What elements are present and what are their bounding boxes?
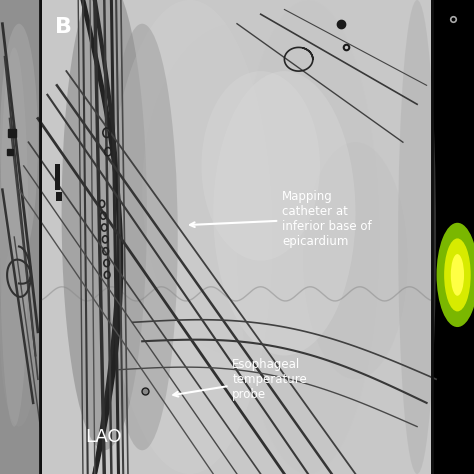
Bar [55,164,60,190]
Bar [432,0,474,474]
Text: Mapping
catheter at
inferior base of
epicardium: Mapping catheter at inferior base of epi… [190,190,372,247]
Ellipse shape [303,142,408,379]
Ellipse shape [437,223,474,327]
Text: Esophageal
temperature
probe: Esophageal temperature probe [173,358,307,401]
Ellipse shape [0,24,38,261]
Ellipse shape [237,0,379,474]
Ellipse shape [201,71,320,261]
Ellipse shape [398,0,436,474]
Text: LAO: LAO [85,428,122,446]
Bar [0,0,40,474]
Bar [42,0,431,474]
Ellipse shape [62,0,147,450]
Ellipse shape [451,254,464,296]
Bar [56,192,62,201]
Ellipse shape [107,0,273,474]
Text: B: B [55,17,72,36]
Ellipse shape [444,238,471,311]
Ellipse shape [107,24,178,450]
Ellipse shape [0,237,38,427]
Ellipse shape [0,47,28,427]
Ellipse shape [142,24,332,355]
Ellipse shape [213,71,356,356]
